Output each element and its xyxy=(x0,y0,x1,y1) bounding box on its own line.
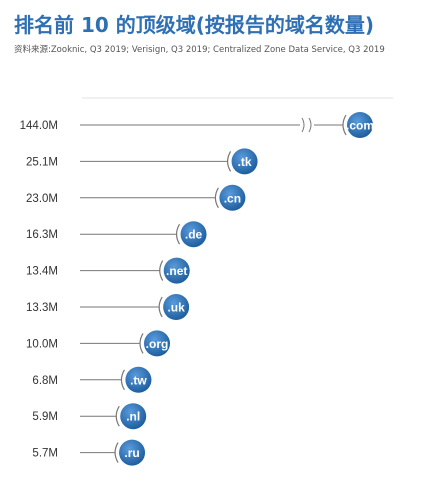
bubble-bracket-net xyxy=(159,260,164,281)
tld-label-nl: .nl xyxy=(126,410,140,424)
value-label-uk: 13.3M xyxy=(26,302,58,314)
bubble-bracket-uk xyxy=(158,296,163,318)
tld-label-uk: .uk xyxy=(167,301,185,315)
value-label-ru: 5.7M xyxy=(32,448,58,460)
tld-bubble-com xyxy=(347,112,373,138)
tld-bubble-tk xyxy=(231,148,258,175)
bubble-bracket-tw xyxy=(120,369,125,391)
tld-label-tw: .tw xyxy=(130,373,147,387)
tld-bubble-cn xyxy=(219,184,246,211)
tld-label-cn: .cn xyxy=(224,191,241,205)
value-label-tk: 25.1M xyxy=(26,156,58,168)
tld-bubble-net xyxy=(163,257,190,284)
tld-bubble-tw xyxy=(125,366,152,393)
bubble-bracket-de xyxy=(175,223,181,245)
tld-label-de: .de xyxy=(185,228,203,242)
axis-break-mark-2 xyxy=(308,117,312,133)
chart-title: 排名前 10 的顶级域(按报告的域名数量) xyxy=(14,13,375,37)
value-label-de: 16.3M xyxy=(26,229,58,241)
value-label-net: 13.4M xyxy=(26,266,58,278)
axis-break-mark-1 xyxy=(301,117,305,133)
bubble-bracket-cn xyxy=(214,187,219,209)
tld-bubble-uk xyxy=(163,294,190,320)
value-label-tw: 6.8M xyxy=(32,375,58,387)
bubble-bracket-nl xyxy=(115,405,120,427)
bubble-bracket-com xyxy=(342,114,347,136)
value-label-nl: 5.9M xyxy=(32,411,58,423)
tld-bubble-de xyxy=(180,221,207,248)
value-label-com: 144.0M xyxy=(20,120,58,132)
tld-label-net: .net xyxy=(166,264,187,278)
tld-label-com: .com xyxy=(346,119,374,133)
value-label-org: 10.0M xyxy=(26,338,58,350)
tld-bubble-org xyxy=(144,330,170,357)
bubble-bracket-tk xyxy=(226,151,232,172)
chart-source: 资料来源:Zooknic, Q3 2019; Verisign, Q3 2019… xyxy=(14,45,385,55)
tld-label-ru: .ru xyxy=(124,446,139,460)
bubble-bracket-org xyxy=(139,333,144,354)
bubble-bracket-ru xyxy=(114,442,119,463)
value-label-cn: 23.0M xyxy=(26,193,58,205)
tld-bubble-nl xyxy=(120,403,147,430)
tld-label-tk: .tk xyxy=(238,155,252,169)
tld-label-org: .org xyxy=(146,337,169,351)
tld-bubble-ru xyxy=(119,439,146,466)
